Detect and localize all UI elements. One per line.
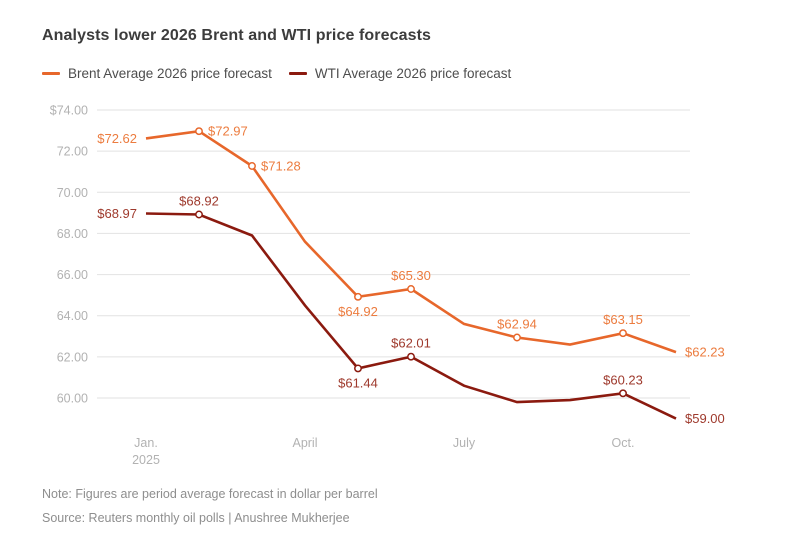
chart-title: Analysts lower 2026 Brent and WTI price …	[42, 27, 432, 44]
x-tick-label: Oct.	[612, 436, 635, 450]
series-line-wti	[145, 212, 677, 420]
series-line-brent	[145, 129, 677, 354]
legend-item-wti: WTI Average 2026 price forecast	[288, 66, 512, 81]
data-label-brent: $72.62	[97, 131, 137, 146]
y-tick-label: 72.00	[57, 145, 88, 159]
chart-source: Source: Reuters monthly oil polls | Anus…	[42, 511, 350, 525]
y-tick-label: 70.00	[57, 186, 88, 200]
legend-label-brent: Brent Average 2026 price forecast	[68, 66, 272, 81]
data-label-wti: $60.23	[603, 372, 643, 387]
chart-legend: Brent Average 2026 price forecast WTI Av…	[42, 66, 511, 81]
y-tick-label: $74.00	[50, 104, 88, 118]
point-marker-wti	[195, 210, 203, 219]
data-label-brent: $72.97	[208, 124, 248, 139]
point-marker-brent	[513, 333, 521, 342]
y-tick-label: 60.00	[57, 392, 88, 406]
data-label-wti: $68.92	[179, 194, 219, 209]
x-tick-label: July	[453, 436, 476, 450]
data-label-wti: $68.97	[97, 206, 137, 221]
y-tick-label: 64.00	[57, 309, 88, 323]
data-label-brent: $65.30	[391, 268, 431, 283]
point-marker-wti	[354, 364, 362, 373]
data-label-wti: $61.44	[338, 375, 378, 390]
data-label-wti: $62.01	[391, 336, 431, 351]
legend-item-brent: Brent Average 2026 price forecast	[42, 66, 272, 81]
point-marker-brent	[195, 127, 203, 136]
point-marker-wti	[407, 352, 415, 361]
y-tick-label: 66.00	[57, 268, 88, 282]
point-marker-wti	[619, 389, 627, 398]
x-tick-label: April	[292, 436, 317, 450]
y-tick-label: 68.00	[57, 227, 88, 241]
legend-line-swatch-brent	[42, 72, 60, 75]
point-marker-brent	[248, 162, 256, 170]
data-label-brent: $63.15	[603, 312, 643, 327]
point-marker-brent	[354, 292, 362, 301]
point-marker-brent	[619, 329, 627, 338]
legend-label-wti: WTI Average 2026 price forecast	[314, 66, 512, 81]
x-tick-sublabel: 2025	[132, 453, 160, 467]
data-label-brent: $62.94	[497, 317, 537, 332]
x-tick-label: Jan.	[134, 436, 158, 450]
legend-line-swatch-wti	[288, 72, 307, 75]
data-label-wti: $59.00	[685, 411, 725, 426]
data-label-brent: $71.28	[261, 159, 301, 174]
chart-note: Note: Figures are period average forecas…	[42, 487, 378, 501]
data-label-brent: $64.92	[338, 304, 378, 319]
data-label-brent: $62.23	[685, 345, 725, 360]
y-tick-label: 62.00	[57, 350, 88, 364]
point-marker-brent	[407, 285, 415, 293]
